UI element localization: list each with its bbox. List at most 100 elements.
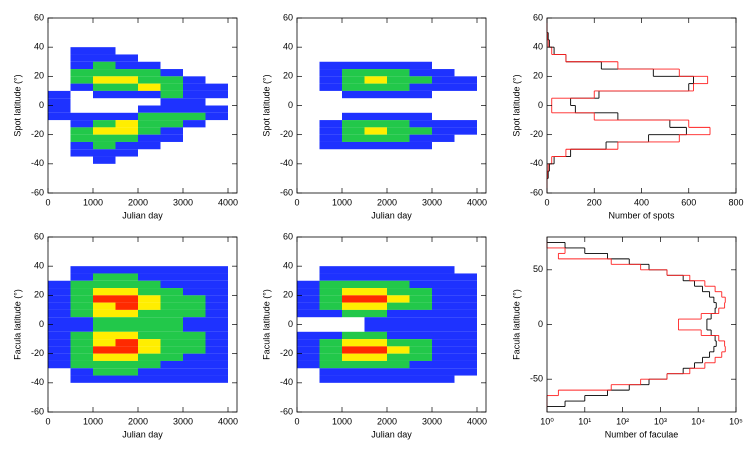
density-cell — [93, 134, 116, 142]
density-cell — [432, 266, 455, 274]
density-cell — [160, 120, 183, 128]
panel: 0 200 400 600 800 -60 -40 -20 0 20 40 60 Number of s… — [511, 12, 743, 220]
density-cell — [432, 295, 455, 303]
y-tick-label: 20 — [533, 71, 543, 81]
density-cell — [387, 324, 410, 332]
density-cell — [160, 309, 183, 318]
density-cell — [319, 309, 342, 318]
y-tick-label: 0 — [538, 100, 543, 110]
density-cell — [70, 375, 93, 383]
x-axis-label: Julian day — [122, 210, 163, 220]
density-cell — [205, 302, 228, 310]
density-cell — [93, 331, 116, 340]
density-cell — [93, 360, 116, 369]
density-cell — [364, 76, 387, 84]
density-cell — [70, 317, 93, 325]
density-cell — [319, 134, 342, 142]
panel: 0 1000 2000 3000 4000 -60 -40 -20 0 20 40 60 Julian … — [12, 231, 238, 439]
density-cell — [387, 375, 410, 383]
density-cell — [364, 353, 387, 361]
density-cell — [364, 83, 387, 91]
density-cell — [342, 339, 365, 347]
density-cell — [319, 353, 342, 361]
density-cell — [205, 83, 228, 91]
density-cell — [364, 273, 387, 281]
density-cell — [138, 331, 161, 340]
density-cell — [183, 353, 206, 361]
density-cell — [342, 346, 365, 354]
density-cell — [387, 280, 410, 289]
density-cell — [387, 61, 410, 70]
density-cell — [138, 295, 161, 303]
density-cell — [183, 302, 206, 310]
density-cell — [70, 324, 93, 332]
density-cell — [115, 375, 138, 383]
density-cell — [70, 360, 93, 369]
density-cell — [409, 266, 432, 274]
density-cell — [70, 288, 93, 296]
y-tick-label: 60 — [283, 12, 293, 22]
density-cell — [342, 76, 365, 84]
y-tick-label: -40 — [530, 158, 543, 168]
density-cell — [409, 375, 432, 383]
density-cell — [138, 266, 161, 274]
density-cell — [70, 112, 93, 121]
y-tick-label: -60 — [31, 406, 44, 416]
density-cell — [297, 295, 320, 303]
density-cell — [160, 295, 183, 303]
density-cell — [183, 368, 206, 376]
x-tick-label: 4000 — [218, 416, 238, 426]
density-cell — [454, 273, 477, 281]
density-cell — [183, 375, 206, 383]
density-cell — [342, 90, 365, 99]
density-cell — [160, 368, 183, 376]
y-axis-label: Facula latitude (°) — [12, 289, 22, 360]
density-cell — [454, 353, 477, 361]
density-cell — [138, 69, 161, 77]
density-cell — [183, 273, 206, 281]
density-cell — [387, 309, 410, 318]
density-cell — [319, 346, 342, 354]
density-cell — [138, 360, 161, 369]
x-tick-label: 0 — [45, 416, 50, 426]
density-cell — [364, 309, 387, 318]
density-cell — [319, 295, 342, 303]
density-cell — [93, 302, 116, 310]
density-cell — [160, 302, 183, 310]
panel: 0 1000 2000 3000 4000 -60 -40 -20 0 20 40 60 Julian … — [261, 12, 487, 220]
density-cell — [70, 295, 93, 303]
x-tick-label: 3000 — [173, 416, 193, 426]
density-cell — [432, 324, 455, 332]
y-tick-label: -50 — [530, 374, 543, 384]
density-cell — [454, 309, 477, 318]
density-cell — [70, 309, 93, 318]
density-cell — [342, 353, 365, 361]
density-cell — [183, 83, 206, 91]
density-cell — [115, 295, 138, 303]
density-cell — [160, 112, 183, 121]
density-cell — [454, 346, 477, 354]
density-cell — [70, 69, 93, 77]
y-tick-label: -20 — [31, 348, 44, 358]
y-tick-label: 40 — [533, 42, 543, 52]
density-cell — [342, 280, 365, 289]
density-cell — [409, 288, 432, 296]
density-cell — [205, 112, 228, 121]
density-cell — [364, 112, 387, 121]
x-axis-label: Julian day — [122, 429, 163, 439]
density-cell — [297, 288, 320, 296]
density-cell — [183, 266, 206, 274]
density-cell — [364, 61, 387, 70]
x-tick-label: 0 — [45, 197, 50, 207]
density-cell — [454, 76, 477, 84]
x-tick-label: 1000 — [83, 197, 103, 207]
density-cell — [319, 69, 342, 77]
x-tick-label: 10⁵ — [729, 416, 743, 426]
density-cell — [93, 273, 116, 281]
density-cell — [70, 302, 93, 310]
density-cell — [342, 112, 365, 121]
density-cell — [183, 105, 206, 113]
density-cell — [342, 120, 365, 128]
density-cell — [70, 120, 93, 128]
density-cell — [93, 375, 116, 383]
